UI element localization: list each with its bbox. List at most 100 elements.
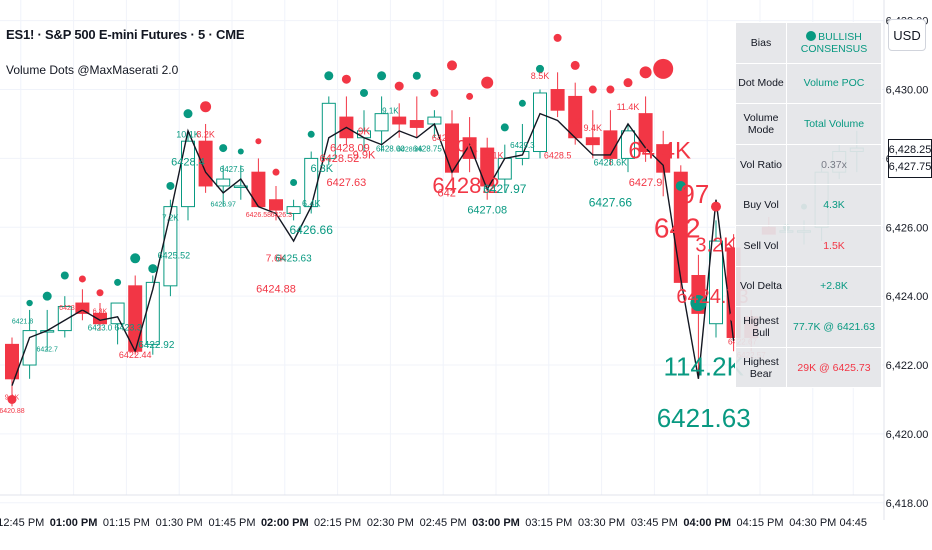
table-row: Highest Bear 29K @ 6425.73: [735, 346, 882, 389]
volume-label: 6428.00: [376, 145, 405, 154]
volume-dot: [60, 271, 69, 280]
volume-label: 6429.: [432, 133, 455, 143]
volume-label: 6428.75: [413, 145, 442, 154]
volume-label: 6428.2: [432, 173, 499, 198]
table-row: Highest Bull 77.7K @ 6421.63: [735, 306, 882, 348]
volume-label: 6423.48: [59, 305, 84, 312]
volume-dot-layer: [7, 33, 807, 404]
indicator-name[interactable]: Volume Dots @MaxMaserati 2.0: [6, 63, 179, 77]
volume-label: 64.4K: [628, 137, 691, 164]
volume-label: 6424.73: [676, 286, 748, 308]
table-value: 29K @ 6425.73: [786, 346, 882, 389]
volume-label: 6428.4: [171, 156, 205, 168]
table-row: Vol Delta +2.8K: [735, 265, 882, 308]
table-value-text: 29K @ 6425.73: [797, 361, 871, 374]
price-tick-label: 6,422.00: [886, 360, 929, 372]
volume-dot: [481, 76, 494, 89]
volume-label: 6427.63: [327, 177, 367, 189]
volume-label: 6423.0: [88, 324, 113, 333]
candle-body: [216, 178, 231, 187]
volume-dot: [588, 85, 597, 94]
volume-label: 6427.9: [629, 177, 663, 189]
volume-label: 6428.6K: [594, 157, 628, 167]
volume-label: 8.2K: [196, 130, 215, 140]
time-tick-label: 03:15 PM: [525, 517, 572, 529]
volume-label: 6428.52: [319, 153, 359, 165]
poc-line: [11, 112, 735, 386]
table-label: Vol Delta: [735, 265, 787, 308]
candle-body: [233, 185, 248, 188]
candle-body: [57, 305, 72, 332]
volume-label: 6428.5: [544, 150, 572, 160]
volume-dot: [255, 138, 262, 145]
indicator-table: Bias BULLISH CONSENSUS Dot Mode Volume POC V…: [735, 22, 882, 389]
table-value-text: 1.5K: [823, 239, 845, 252]
volume-label: 114.2K: [663, 351, 744, 381]
price-tick-label: 6,424.00: [886, 291, 929, 303]
candle-body: [286, 206, 301, 215]
candle-body: [427, 116, 442, 125]
volume-label: 6427.97: [483, 182, 527, 196]
table-label: Vol Ratio: [735, 143, 787, 186]
table-label: Highest Bear: [735, 346, 787, 389]
table-value: Volume POC: [786, 62, 882, 105]
volume-label: 9.1K: [5, 394, 20, 401]
volume-dot: [570, 60, 580, 70]
currency-button[interactable]: USD: [888, 19, 926, 51]
candle-body: [22, 330, 37, 366]
time-tick-label: 02:30 PM: [367, 517, 414, 529]
symbol-title[interactable]: ES1! · S&P 500 E-mini Futures · 5 · CME: [6, 27, 245, 42]
table-value-text: +2.8K: [820, 280, 848, 293]
volume-label-layer: 9.1K 6420.88 6421.8 6422.7 6423.48 6423.0 6.3K…: [0, 71, 766, 433]
volume-dot: [606, 85, 615, 94]
candle-body: [585, 137, 600, 146]
candle-body: [550, 89, 565, 111]
table-value: 1.5K: [786, 224, 882, 267]
volume-dot: [412, 71, 421, 80]
table-value: Total Volume: [786, 103, 882, 145]
table-value: 0.37x: [786, 143, 882, 186]
volume-dot: [166, 181, 175, 190]
volume-dot: [200, 101, 212, 113]
time-tick-label: 02:45 PM: [420, 517, 467, 529]
volume-dot: [360, 88, 368, 97]
candle-body: [709, 240, 723, 325]
volume-label: 7.2K: [162, 213, 179, 222]
price-tick-label: 6,430.00: [886, 85, 929, 97]
volume-label: 6426.3: [271, 212, 293, 219]
volume-label: 6425.52: [158, 250, 191, 260]
time-tick-label: 03:30 PM: [578, 517, 625, 529]
volume-dot: [430, 88, 439, 97]
candle-body: [181, 140, 195, 208]
candle-body: [251, 171, 266, 208]
time-tick-label: 01:30 PM: [156, 517, 203, 529]
volume-dot: [518, 99, 526, 107]
poc-line-layer: [11, 112, 735, 386]
table-row: Sell Vol 1.5K: [735, 224, 882, 267]
candle-body: [374, 113, 389, 132]
candle-body: [5, 343, 19, 380]
volume-dot: [690, 295, 707, 312]
time-tick-label: 03:00 PM: [472, 517, 520, 529]
volume-dot: [466, 92, 474, 100]
volume-label: 8.5K: [531, 71, 550, 81]
volume-label: 6429.3: [510, 141, 535, 150]
time-tick-label: 02:15 PM: [314, 517, 361, 529]
table-label: Bias: [735, 22, 787, 64]
volume-dot: [394, 81, 404, 91]
volume-label: 1K: [570, 117, 580, 126]
time-tick-label: 04:15 PM: [736, 517, 783, 529]
table-value-text: 4.3K: [823, 199, 845, 212]
volume-dot: [623, 78, 633, 88]
time-tick-label: 01:15 PM: [103, 517, 150, 529]
table-value-text: BULLISH CONSENSUS: [800, 30, 868, 55]
volume-label: 6421.8: [12, 319, 34, 326]
price-axis-bg: [884, 0, 932, 520]
time-tick-label: 03:45 PM: [631, 517, 678, 529]
candle-body: [638, 113, 653, 153]
volume-dot: [653, 58, 674, 79]
time-tick-label: 12:45 PM: [0, 517, 44, 529]
volume-label: 6.4K: [302, 199, 321, 209]
volume-label: 642: [654, 213, 701, 244]
volume-label: 642: [438, 187, 456, 199]
